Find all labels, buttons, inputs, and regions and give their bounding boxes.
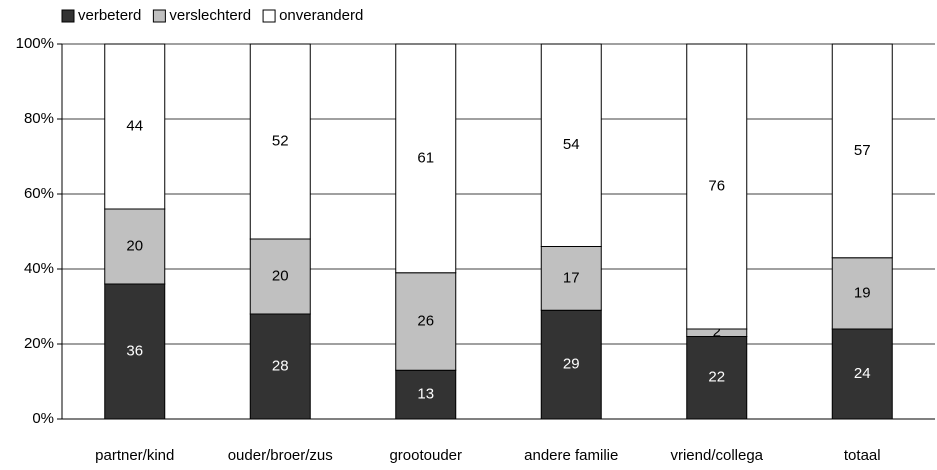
bar-segment <box>540 309 602 420</box>
data-label: 20 <box>272 267 289 284</box>
bar-segment <box>540 246 602 311</box>
x-tick-label: vriend/collega <box>670 447 763 464</box>
bar-segment <box>104 43 166 210</box>
bar-segment <box>395 43 457 274</box>
data-label: 20 <box>126 237 143 254</box>
x-tick-label: totaal <box>844 447 881 464</box>
x-tick-label: grootouder <box>389 447 462 464</box>
bar-segment <box>686 43 748 330</box>
data-label: 76 <box>708 177 725 194</box>
bar-segment <box>249 313 311 420</box>
x-tick-label: partner/kind <box>95 447 174 464</box>
y-tick-label: 100% <box>16 35 54 52</box>
y-tick-label: 0% <box>32 410 54 427</box>
bar-segment <box>395 369 457 420</box>
y-tick-label: 80% <box>24 110 54 127</box>
data-label: 36 <box>126 342 143 359</box>
bar-segment <box>249 43 311 240</box>
data-label: 44 <box>126 117 143 134</box>
x-tick-label: ouder/broer/zus <box>228 447 333 464</box>
bar-segment <box>831 257 893 330</box>
data-label: 24 <box>854 365 871 382</box>
bar-segment <box>249 238 311 315</box>
legend-swatch <box>262 9 276 23</box>
bar-segment <box>831 43 893 259</box>
data-label: 26 <box>417 312 434 329</box>
data-label: 13 <box>417 386 434 403</box>
data-label: 28 <box>272 357 289 374</box>
legend-swatch <box>152 9 166 23</box>
y-tick-label: 20% <box>24 335 54 352</box>
data-label: 17 <box>563 269 580 286</box>
y-tick-label: 40% <box>24 260 54 277</box>
data-label: 61 <box>417 149 434 166</box>
legend-label: onveranderd <box>279 7 363 24</box>
x-tick-label: andere familie <box>524 447 618 464</box>
data-label: 52 <box>272 132 289 149</box>
bar-segment <box>104 208 166 285</box>
data-label: 54 <box>563 136 580 153</box>
bar-segment <box>395 272 457 371</box>
y-tick-label: 60% <box>24 185 54 202</box>
legend-label: verslechterd <box>169 7 251 24</box>
data-label: 57 <box>854 142 871 159</box>
data-label: 2 <box>713 324 721 341</box>
bar-segment <box>686 336 748 420</box>
legend-label: verbeterd <box>78 7 141 24</box>
data-label: 29 <box>563 356 580 373</box>
data-label: 22 <box>708 369 725 386</box>
bar-segment <box>831 328 893 420</box>
legend-swatch <box>61 9 75 23</box>
data-label: 19 <box>854 284 871 301</box>
bar-segment <box>104 283 166 420</box>
bar-segment <box>540 43 602 247</box>
